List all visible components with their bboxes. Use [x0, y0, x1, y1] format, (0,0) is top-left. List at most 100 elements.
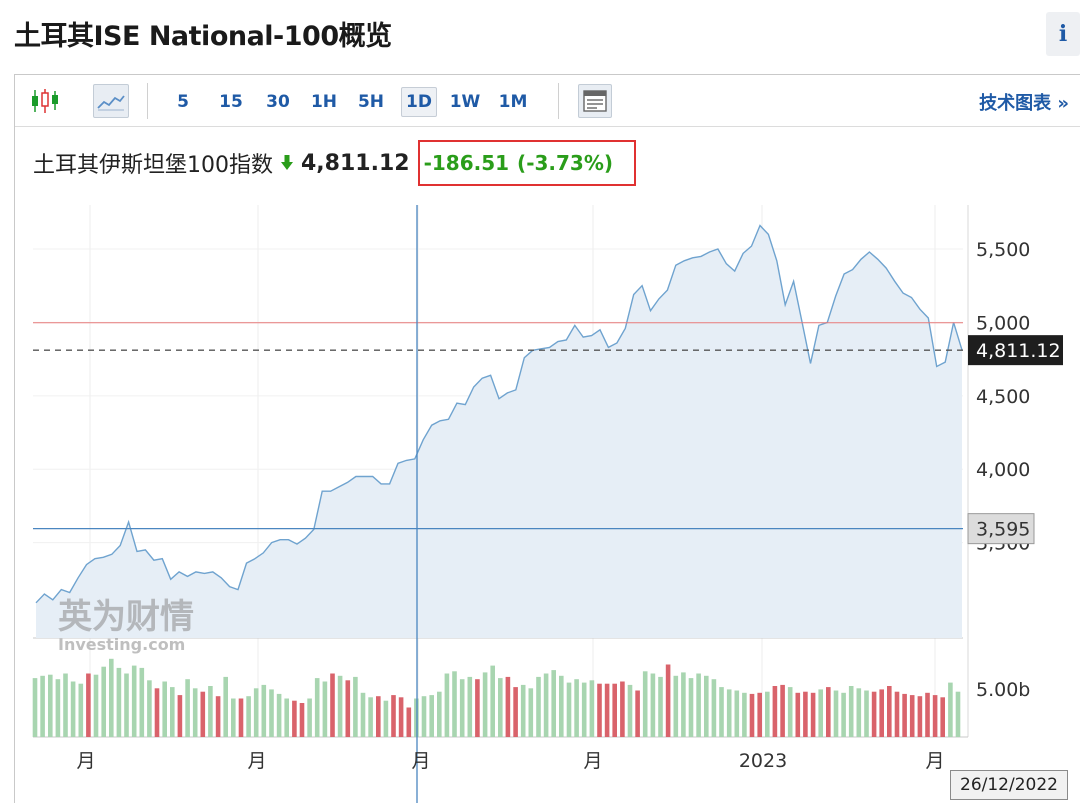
volume-bar — [284, 698, 289, 737]
volume-bar — [238, 698, 244, 737]
volume-bar — [681, 672, 686, 737]
y-tick-label: 4,500 — [976, 386, 1030, 408]
volume-bar — [86, 673, 91, 737]
x-tick-label: 月 — [583, 750, 602, 772]
timeframe-1h[interactable]: 1H — [310, 92, 338, 112]
volume-bar — [551, 670, 556, 737]
volume-bar — [917, 696, 923, 737]
volume-bar — [490, 665, 495, 737]
info-button[interactable]: i — [1046, 12, 1080, 56]
area-chart-icon[interactable] — [93, 84, 129, 118]
volume-bar — [757, 692, 762, 737]
volume-bar — [520, 684, 526, 737]
x-tick-label: 2023 — [739, 750, 787, 772]
volume-bar — [856, 688, 862, 737]
volume-bar — [704, 675, 709, 737]
volume-bar — [200, 691, 206, 737]
volume-bar — [109, 658, 114, 737]
volume-bar — [368, 697, 373, 737]
candlestick-icon[interactable] — [29, 85, 61, 117]
timeframe-5h[interactable]: 5H — [357, 92, 385, 112]
layout-icon[interactable] — [578, 84, 612, 118]
price-change-percent: (-3.73%) — [517, 151, 614, 175]
crosshair-date-label: 26/12/2022 — [950, 770, 1068, 800]
volume-bar — [597, 683, 602, 737]
page-title: 土耳其ISE National-100概览 — [14, 21, 392, 52]
volume-bar — [902, 693, 907, 737]
volume-bar — [223, 676, 228, 737]
volume-bar — [642, 671, 648, 737]
volume-bar — [810, 692, 816, 737]
timeframe-1w[interactable]: 1W — [449, 92, 481, 112]
watermark-logo: 英为财情 — [58, 597, 194, 637]
volume-bar — [322, 681, 328, 737]
toolbar-divider — [558, 83, 559, 119]
volume-bar — [360, 692, 366, 737]
volume-bar — [894, 691, 900, 737]
volume-bar — [162, 681, 167, 737]
volume-bar — [353, 676, 358, 737]
volume-bar — [292, 700, 297, 737]
volume-bar — [131, 665, 137, 737]
volume-bar — [78, 683, 84, 737]
volume-bar — [337, 675, 343, 737]
volume-bar — [665, 664, 671, 737]
last-price-label: 4,811.12 — [976, 340, 1061, 362]
volume-bar — [871, 691, 877, 737]
volume-tick-label: 5.00b — [976, 679, 1030, 701]
volume-bar — [70, 681, 76, 737]
price-change: -186.51 — [423, 151, 510, 175]
volume-bar — [765, 691, 770, 737]
x-tick-label: 月 — [411, 750, 430, 772]
volume-bar — [299, 703, 305, 737]
volume-bar — [269, 689, 274, 737]
volume-bar — [673, 675, 679, 737]
last-price-badge — [968, 335, 1063, 366]
volume-bar — [429, 695, 434, 737]
volume-bar — [231, 698, 236, 737]
volume-bar — [208, 686, 213, 737]
instrument-name: 土耳其伊斯坦堡100指数 — [33, 153, 273, 178]
volume-bar — [376, 696, 381, 737]
y-tick-label: 4,000 — [976, 459, 1030, 481]
volume-bar — [345, 680, 351, 737]
volume-bar — [154, 688, 160, 737]
volume-bar — [604, 683, 610, 737]
volume-bar — [482, 672, 488, 737]
volume-bar — [63, 673, 68, 737]
volume-bar — [307, 698, 312, 737]
timeframe-1m[interactable]: 1M — [498, 92, 528, 112]
change-highlight-box: -186.51 (-3.73%) — [417, 140, 636, 186]
timeframe-5[interactable]: 5 — [177, 92, 189, 112]
volume-bar — [101, 666, 106, 737]
volume-bar — [192, 688, 198, 737]
volume-bar — [215, 696, 221, 737]
volume-bar — [513, 687, 518, 737]
volume-bar — [749, 693, 755, 737]
volume-bar — [627, 684, 633, 737]
volume-bar — [330, 673, 335, 737]
timeframe-30[interactable]: 30 — [266, 92, 290, 112]
volume-bar — [55, 679, 61, 737]
timeframe-1d[interactable]: 1D — [401, 87, 437, 117]
volume-bar — [826, 687, 831, 737]
volume-bar — [261, 684, 267, 737]
volume-bar — [848, 686, 854, 737]
timeframe-15[interactable]: 15 — [219, 92, 243, 112]
volume-bar — [452, 671, 457, 737]
chart-toolbar: 5 15 30 1H 5H 1D 1W 1M 技术图表 » — [15, 75, 1080, 127]
volume-bar — [711, 679, 717, 737]
technical-chart-link[interactable]: 技术图表 » — [979, 93, 1069, 114]
volume-bar — [940, 697, 945, 737]
volume-bar — [932, 695, 938, 737]
volume-bar — [650, 673, 656, 737]
volume-bar — [948, 682, 953, 737]
volume-bar — [574, 679, 579, 737]
volume-bar — [383, 700, 389, 737]
volume-bar — [780, 684, 785, 737]
volume-bar — [696, 673, 701, 737]
volume-bar — [787, 687, 793, 737]
volume-bar — [475, 679, 480, 737]
volume-bar — [398, 697, 404, 737]
